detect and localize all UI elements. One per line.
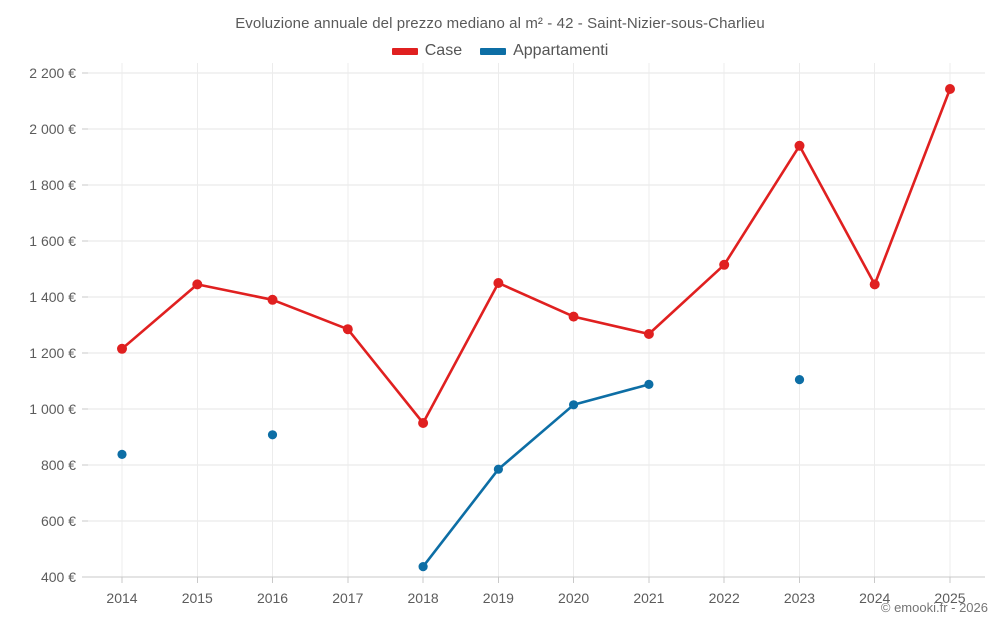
legend-label-appartamenti: Appartamenti [513,42,609,59]
x-axis-tick-label: 2021 [633,590,664,606]
series-case [117,84,955,428]
data-point[interactable] [794,375,805,385]
data-point[interactable] [117,449,127,459]
x-axis-tick-labels: 2014 2015 2016 2017 2018 2019 2020 2021 2022 2023… [106,590,965,606]
footer-credit: © emooki.fr - 2026 [880,600,988,615]
data-point[interactable] [192,279,203,290]
data-point[interactable] [493,464,503,474]
y-axis-tick-label: 1 400 € [29,289,76,305]
data-point[interactable] [342,324,353,335]
x-gridlines [121,63,951,577]
y-axis-tick-label: 2 000 € [29,121,76,137]
chart-series-layer [117,84,955,572]
x-axis-tick-label: 2017 [332,590,363,606]
x-axis-tick-label: 2019 [483,590,514,606]
y-axis-tick-label: 2 200 € [29,65,76,81]
x-axis-tick-label: 2020 [558,590,589,606]
y-axis-tick-label: 1 800 € [29,177,76,193]
x-axis-tick-label: 2015 [182,590,213,606]
data-point[interactable] [569,400,579,410]
x-axis-tick-label: 2023 [784,590,815,606]
legend-swatch-appartamenti [480,47,507,55]
series-line-path [120,87,952,425]
data-point[interactable] [643,329,654,339]
legend-label-case: Case [424,42,463,59]
data-point[interactable] [719,259,730,270]
x-axis-tick-label: 2018 [408,590,439,606]
x-axis-tick-label: 2016 [257,590,288,606]
data-point[interactable] [418,562,428,572]
data-point[interactable] [418,418,429,428]
data-point[interactable] [267,430,278,440]
data-point[interactable] [794,140,805,151]
data-point[interactable] [117,343,127,354]
x-axis-tick-label: 2024 [859,590,890,606]
chart-axes [82,72,985,583]
y-gridlines [88,72,985,522]
data-point[interactable] [267,294,278,305]
x-axis-tick-label: 2025 [934,590,965,606]
y-axis-tick-label: 1 200 € [29,345,76,361]
chart-legend: Case Appartamenti [0,42,1000,60]
series-line-path [421,383,651,568]
legend-item-case[interactable]: Case [391,42,463,60]
data-point[interactable] [493,278,504,288]
x-axis-tick-label: 2022 [709,590,740,606]
y-axis-tick-label: 1 000 € [29,401,76,417]
legend-swatch-case [391,47,418,55]
data-point[interactable] [644,379,654,389]
data-point[interactable] [568,311,579,322]
y-axis-tick-label: 600 € [41,513,76,529]
legend-item-appartamenti[interactable]: Appartamenti [480,42,608,60]
y-axis-tick-label: 400 € [41,569,76,585]
y-axis-tick-labels: 400 € 600 € 800 € 1 000 € 1 200 € 1 400 € 1 60… [29,65,76,585]
data-point[interactable] [945,84,955,94]
y-axis-tick-label: 800 € [41,457,76,473]
y-axis-tick-label: 1 600 € [29,233,76,249]
chart-title: Evoluzione annuale del prezzo mediano al… [235,15,765,32]
x-axis-tick-label: 2014 [106,590,137,606]
series-appartamenti [117,375,805,572]
data-point[interactable] [869,279,880,290]
